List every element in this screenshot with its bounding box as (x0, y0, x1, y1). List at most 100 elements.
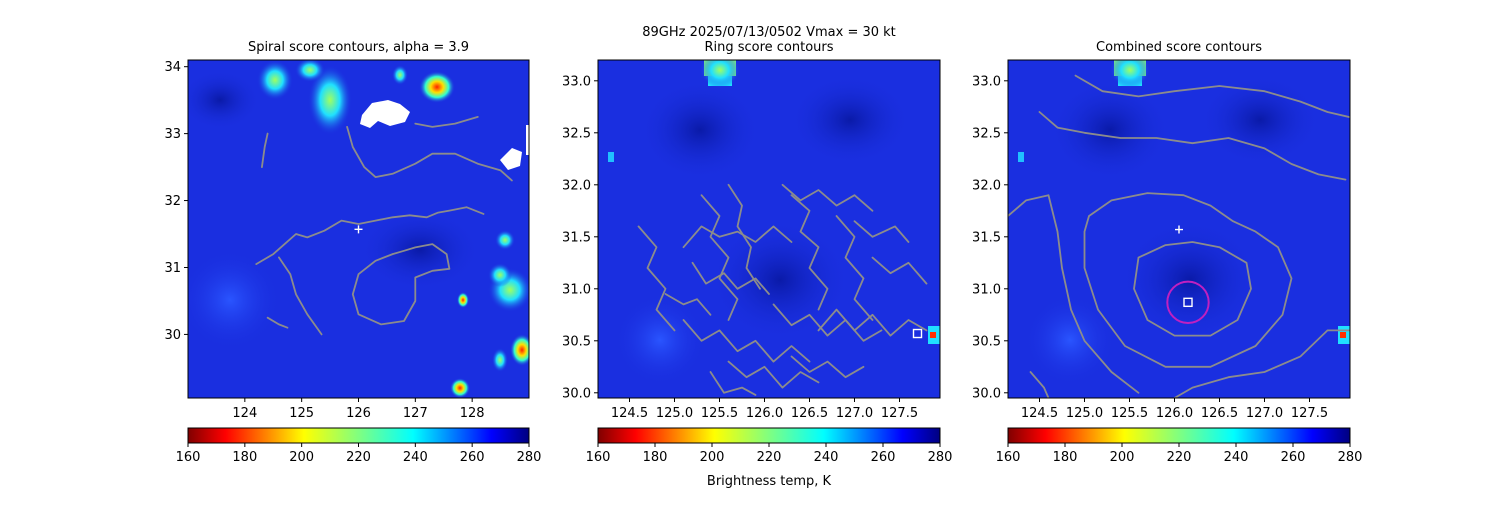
contour-line (1083, 192, 1293, 368)
contour-line (351, 243, 451, 326)
x-tick-label: 126 (346, 406, 371, 421)
contour-line (790, 355, 865, 379)
x-tick-label: 124.5 (611, 406, 648, 421)
contour-line (691, 261, 770, 295)
colorbar-tick-label: 260 (460, 450, 485, 465)
panel-3-contours (1008, 74, 1350, 398)
colorbar-tick-label: 160 (996, 450, 1021, 465)
panel-1-colorbar (187, 427, 530, 444)
colorbar-tick-label: 260 (1281, 450, 1306, 465)
contour-line (664, 293, 712, 316)
colorbar-tick-label: 160 (176, 450, 201, 465)
contour-line (1133, 241, 1252, 337)
y-tick-label: 32.0 (972, 178, 1001, 193)
colorbar-tick-label: 280 (517, 450, 542, 465)
y-tick-label: 34 (164, 60, 181, 75)
x-tick-label: 126.0 (1156, 406, 1193, 421)
x-tick-label: 127.0 (836, 406, 873, 421)
y-tick-label: 32.5 (972, 126, 1001, 141)
panel-2-field (598, 60, 940, 398)
x-tick-label: 125.5 (701, 406, 738, 421)
y-tick-label: 31.0 (562, 282, 591, 297)
colorbar-tick-label: 220 (346, 450, 371, 465)
contour-line (1173, 329, 1350, 398)
y-tick-label: 30.0 (972, 386, 1001, 401)
x-tick-label: 125 (289, 406, 314, 421)
colorbar-tick-label: 240 (1224, 450, 1249, 465)
colorbar-tick-label: 260 (871, 450, 896, 465)
colorbar-tick-label: 240 (403, 450, 428, 465)
x-tick-label: 127.0 (1246, 406, 1283, 421)
contour-line (266, 316, 289, 329)
colorbar-tick-label: 180 (1053, 450, 1078, 465)
x-tick-label: 125.0 (1066, 406, 1103, 421)
colorbar-tick-label: 200 (700, 450, 725, 465)
contour-line (790, 194, 829, 311)
y-tick-label: 33.0 (562, 74, 591, 89)
contour-line (637, 225, 676, 332)
x-tick-label: 126.0 (746, 406, 783, 421)
contour-line (414, 116, 479, 128)
x-tick-label: 124 (232, 406, 257, 421)
contour-line (261, 132, 269, 168)
panel-1-field (188, 60, 529, 398)
x-tick-label: 127.5 (1291, 406, 1328, 421)
x-tick-label: 127 (403, 406, 428, 421)
y-tick-label: 32.0 (562, 178, 591, 193)
y-tick-label: 32 (164, 194, 181, 209)
center-square-marker (912, 328, 923, 339)
y-tick-label: 31.5 (972, 230, 1001, 245)
contour-line (1008, 194, 1140, 394)
colorbar-label: Brightness temp, K (707, 474, 832, 489)
panel-3-frame (1007, 59, 1351, 399)
contour-line (255, 206, 485, 265)
y-tick-label: 33.0 (972, 74, 1001, 89)
colorbar-tick-label: 280 (928, 450, 953, 465)
panel-3-field (1008, 60, 1350, 398)
contour-line (835, 215, 874, 321)
y-tick-label: 30.5 (972, 334, 1001, 349)
panel-2: Ring score contours 124.5 125.0 125.5 126.0 1… (562, 40, 952, 465)
contour-line (1074, 74, 1350, 119)
y-tick-label: 31.0 (972, 282, 1001, 297)
contour-line (853, 220, 910, 243)
contour-line (1029, 371, 1050, 398)
contour-line (727, 183, 761, 290)
contour-line (817, 308, 928, 337)
panel-2-contours (637, 183, 928, 396)
panel-3: Combined score contours 124.5 125.0 125.5 12… (972, 40, 1362, 465)
x-tick-label: 127.5 (881, 406, 918, 421)
contour-line (682, 225, 793, 249)
y-tick-label: 30.5 (562, 334, 591, 349)
y-tick-label: 31 (164, 261, 181, 276)
colorbar-tick-label: 200 (1110, 450, 1135, 465)
panel-3-colorbar (1007, 427, 1351, 444)
contour-line (1038, 111, 1347, 181)
colorbar-tick-label: 220 (1167, 450, 1192, 465)
panel-2-title: Ring score contours (704, 40, 833, 55)
panel-2-colorbar (597, 427, 941, 444)
x-tick-label: 124.5 (1021, 406, 1058, 421)
contour-line (772, 303, 883, 342)
colorbar-tick-label: 160 (586, 450, 611, 465)
x-tick-label: 125.0 (656, 406, 693, 421)
colorbar-tick-label: 180 (232, 450, 257, 465)
contour-line (727, 360, 820, 389)
colorbar-tick-label: 180 (643, 450, 668, 465)
y-tick-label: 30 (164, 328, 181, 343)
center-plus-marker (1175, 225, 1183, 234)
figure-title: 89GHz 2025/07/13/0502 Vmax = 30 kt (642, 25, 896, 40)
contour-line (700, 194, 739, 321)
colorbar-tick-label: 280 (1338, 450, 1363, 465)
y-tick-label: 32.5 (562, 126, 591, 141)
panel-2-frame (597, 59, 941, 399)
x-tick-label: 126.5 (791, 406, 828, 421)
colorbar-tick-label: 240 (814, 450, 839, 465)
panel-1-title: Spiral score contours, alpha = 3.9 (248, 40, 469, 55)
y-tick-label: 33 (164, 127, 181, 142)
y-tick-label: 30.0 (562, 386, 591, 401)
panel-3-title: Combined score contours (1096, 40, 1262, 55)
panel-1: Spiral score contours, alpha = 3.9 124 125… (164, 40, 541, 465)
contour-line (871, 256, 928, 285)
